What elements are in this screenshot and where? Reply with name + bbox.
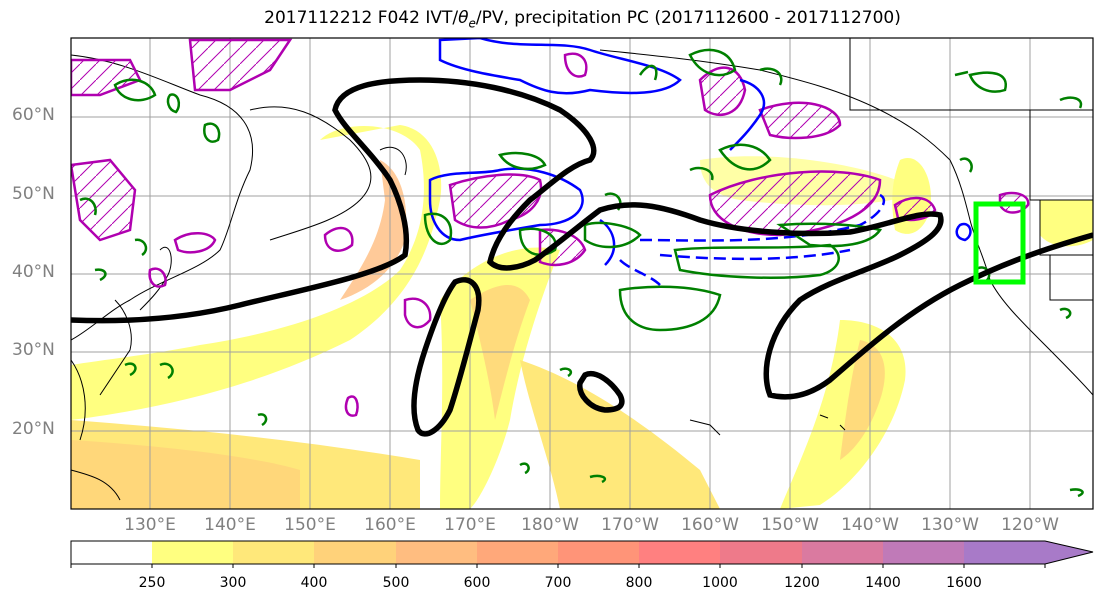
- lon-label-130w: 130°W: [921, 515, 979, 535]
- colorbar-label-1600: 1600: [946, 575, 982, 591]
- colorbar-label-400: 400: [300, 575, 328, 591]
- colorbar-label-1200: 1200: [784, 575, 820, 591]
- lat-label-40n: 40°N: [12, 262, 55, 282]
- lon-label-120w: 120°W: [1001, 515, 1059, 535]
- pv-regions: [71, 38, 1030, 267]
- ivt-far-east: [1040, 200, 1093, 247]
- lat-label-20n: 20°N: [12, 419, 55, 439]
- colorbar-label-300: 300: [219, 575, 247, 591]
- lon-label-180w: 180°W: [521, 515, 579, 535]
- theta-e-contours: [428, 38, 972, 266]
- map-title: 2017112212 F042 IVT/θe/PV, precipitation…: [264, 8, 901, 31]
- lat-label-60n: 60°N: [12, 105, 55, 125]
- lon-label-160w: 160°W: [681, 515, 739, 535]
- target-box: [973, 201, 1026, 285]
- colorbar-label-600: 600: [463, 575, 491, 591]
- colorbar-label-500: 500: [382, 575, 410, 591]
- colorbar-label-1400: 1400: [865, 575, 901, 591]
- ivt-tropical-core: [71, 440, 300, 509]
- lon-label-150w: 150°W: [761, 515, 819, 535]
- colorbar-label-800: 800: [625, 575, 653, 591]
- colorbar-label-1000: 1000: [702, 575, 738, 591]
- ivt-south-central: [520, 360, 720, 509]
- pv-outlines: [148, 52, 588, 417]
- ivt-plume-west-pacific: [71, 125, 442, 420]
- lon-label-140e: 140°E: [204, 515, 256, 535]
- lon-label-160e: 160°E: [364, 515, 416, 535]
- ivt-east-core: [840, 340, 885, 460]
- colorbar: [70, 540, 1094, 568]
- lat-label-50n: 50°N: [12, 184, 55, 204]
- lon-label-170e: 170°E: [444, 515, 496, 535]
- lon-label-130e: 130°E: [124, 515, 176, 535]
- ivt-black-contour: [71, 77, 1093, 437]
- plot-frame: [70, 37, 1094, 510]
- colorbar-label-700: 700: [544, 575, 572, 591]
- lon-label-150e: 150°E: [284, 515, 336, 535]
- lon-label-140w: 140°W: [841, 515, 899, 535]
- lat-label-30n: 30°N: [12, 340, 55, 360]
- precip-contours: [79, 48, 1084, 498]
- lon-label-170w: 170°W: [601, 515, 659, 535]
- colorbar-label-250: 250: [138, 575, 166, 591]
